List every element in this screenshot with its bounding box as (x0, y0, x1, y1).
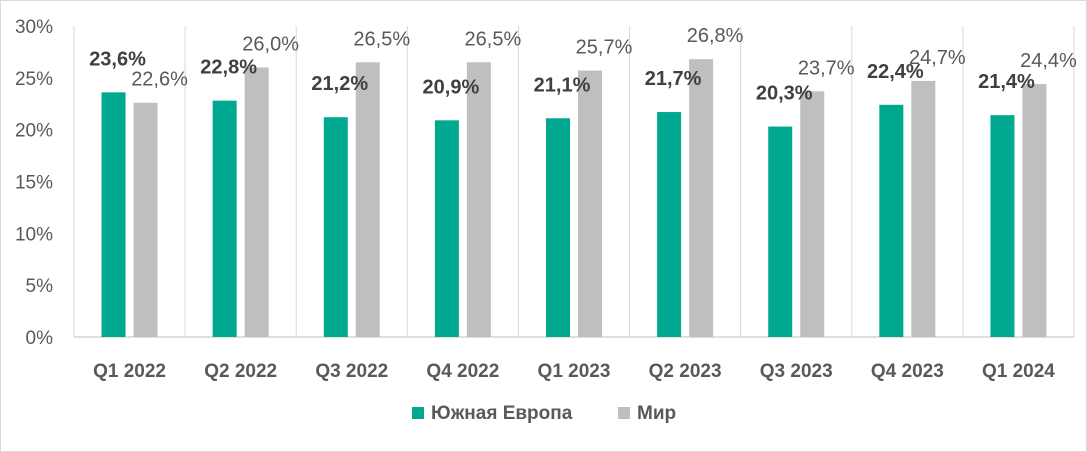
data-label-series-2: 22,6% (131, 69, 188, 91)
data-label-series-1: 21,4% (978, 71, 1035, 93)
data-label-series-2: 26,8% (687, 25, 744, 47)
data-label-series-1: 21,1% (534, 74, 591, 96)
y-tick-label: 30% (15, 17, 53, 38)
x-tick-label: Q2 2022 (204, 361, 277, 382)
y-tick-label: 5% (26, 276, 54, 297)
x-tick-label: Q1 2023 (538, 361, 611, 382)
data-label-series-2: 25,7% (576, 37, 633, 59)
bar-series-2 (911, 80, 936, 338)
bar-series-2 (1022, 84, 1047, 337)
y-tick-label: 15% (15, 173, 53, 194)
data-label-series-1: 20,3% (756, 83, 813, 105)
legend-label-series-2: Мир (637, 403, 676, 424)
bar-series-2 (466, 62, 491, 338)
bar-series-1 (768, 126, 793, 337)
y-tick-label: 10% (15, 224, 53, 245)
bar-series-1 (101, 92, 126, 337)
data-label-series-1: 21,7% (645, 68, 702, 90)
x-tick-label: Q1 2024 (982, 361, 1055, 382)
y-tick-label: 0% (26, 328, 54, 349)
data-label-series-1: 22,4% (867, 61, 924, 83)
data-label-series-2: 26,5% (353, 28, 410, 50)
legend-swatch-series-2 (618, 407, 630, 419)
data-label-series-2: 24,7% (909, 47, 966, 69)
bar-series-1 (212, 100, 237, 337)
data-label-series-1: 20,9% (423, 76, 480, 98)
bar-series-2 (244, 67, 269, 337)
bar-series-2 (355, 62, 380, 338)
data-label-series-1: 22,8% (200, 57, 257, 79)
bar-series-1 (879, 104, 904, 337)
y-tick-label: 25% (15, 69, 53, 90)
bar-series-1 (990, 115, 1015, 337)
x-tick-label: Q2 2023 (649, 361, 722, 382)
legend-label-series-1: Южная Европа (431, 403, 573, 424)
y-tick-label: 20% (15, 121, 53, 142)
data-label-series-1: 21,2% (311, 73, 368, 95)
bar-series-1 (434, 120, 459, 337)
data-label-series-1: 23,6% (89, 48, 146, 70)
bar-series-1 (546, 118, 570, 337)
x-tick-label: Q4 2023 (871, 361, 944, 382)
legend-swatch-series-1 (412, 407, 424, 419)
x-tick-label: Q4 2022 (426, 361, 499, 382)
data-label-series-2: 26,0% (242, 33, 299, 55)
bar-series-1 (657, 112, 682, 337)
data-label-series-2: 24,4% (1020, 50, 1077, 72)
bar-series-2 (578, 70, 602, 338)
bar-series-1 (323, 117, 348, 337)
data-label-series-2: 26,5% (465, 28, 522, 50)
data-label-series-2: 23,7% (798, 57, 855, 79)
x-tick-label: Q3 2022 (315, 361, 388, 382)
bar-series-2 (133, 102, 158, 337)
x-tick-label: Q3 2023 (760, 361, 833, 382)
bar-series-2 (800, 91, 825, 337)
bar-series-2 (689, 59, 714, 337)
x-tick-label: Q1 2022 (93, 361, 166, 382)
